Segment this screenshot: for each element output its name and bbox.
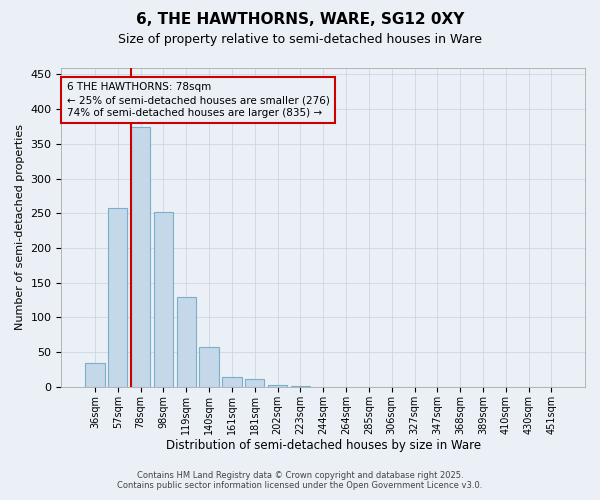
Bar [268, 385, 287, 387]
Bar [108, 208, 127, 387]
Bar [85, 362, 104, 387]
Text: Size of property relative to semi-detached houses in Ware: Size of property relative to semi-detach… [118, 32, 482, 46]
Y-axis label: Number of semi-detached properties: Number of semi-detached properties [15, 124, 25, 330]
Text: 6, THE HAWTHORNS, WARE, SG12 0XY: 6, THE HAWTHORNS, WARE, SG12 0XY [136, 12, 464, 28]
X-axis label: Distribution of semi-detached houses by size in Ware: Distribution of semi-detached houses by … [166, 440, 481, 452]
Text: Contains HM Land Registry data © Crown copyright and database right 2025.
Contai: Contains HM Land Registry data © Crown c… [118, 470, 482, 490]
Bar [222, 376, 242, 387]
Text: 6 THE HAWTHORNS: 78sqm
← 25% of semi-detached houses are smaller (276)
74% of se: 6 THE HAWTHORNS: 78sqm ← 25% of semi-det… [67, 82, 329, 118]
Bar [245, 380, 265, 387]
Bar [290, 386, 310, 387]
Bar [154, 212, 173, 387]
Bar [199, 348, 219, 387]
Bar [131, 126, 150, 387]
Bar [176, 296, 196, 387]
